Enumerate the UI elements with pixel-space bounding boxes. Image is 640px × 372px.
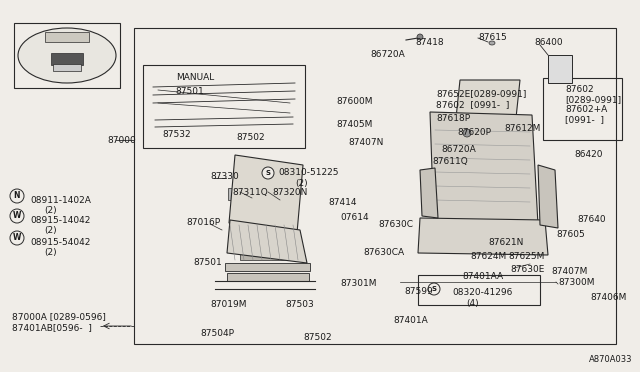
Polygon shape bbox=[430, 112, 538, 228]
Text: 87501: 87501 bbox=[175, 87, 204, 96]
Text: A870A033: A870A033 bbox=[589, 355, 632, 364]
Text: (2): (2) bbox=[44, 226, 56, 235]
Text: 87407M: 87407M bbox=[551, 267, 588, 276]
Circle shape bbox=[428, 283, 440, 295]
Text: 87502: 87502 bbox=[236, 133, 264, 142]
Text: [0289-0991]: [0289-0991] bbox=[565, 95, 621, 104]
Text: 08320-41296: 08320-41296 bbox=[452, 288, 513, 297]
Text: 87532: 87532 bbox=[162, 130, 191, 139]
Text: 87401AA: 87401AA bbox=[462, 272, 503, 281]
Text: 87405M: 87405M bbox=[336, 120, 372, 129]
Text: 87618P: 87618P bbox=[436, 114, 470, 123]
Bar bbox=[240, 237, 290, 260]
Text: S: S bbox=[266, 170, 271, 176]
Text: 87612M: 87612M bbox=[504, 124, 540, 133]
Text: (2): (2) bbox=[295, 179, 308, 188]
Text: 87605: 87605 bbox=[556, 230, 585, 239]
Text: 87418: 87418 bbox=[415, 38, 444, 47]
Bar bbox=[548, 55, 572, 83]
Text: 08911-1402A: 08911-1402A bbox=[30, 196, 91, 205]
Text: 87503: 87503 bbox=[285, 300, 314, 309]
Text: 08915-54042: 08915-54042 bbox=[30, 238, 90, 247]
Circle shape bbox=[10, 231, 24, 245]
Text: (4): (4) bbox=[466, 299, 479, 308]
Text: (2): (2) bbox=[44, 206, 56, 215]
Text: 87504P: 87504P bbox=[200, 329, 234, 338]
Text: 86400: 86400 bbox=[534, 38, 563, 47]
Text: 87599: 87599 bbox=[404, 287, 433, 296]
Bar bbox=[228, 188, 244, 200]
Polygon shape bbox=[538, 165, 558, 228]
Circle shape bbox=[10, 209, 24, 223]
Text: (2): (2) bbox=[44, 248, 56, 257]
Text: 87620P: 87620P bbox=[457, 128, 491, 137]
Text: [0991-  ]: [0991- ] bbox=[565, 115, 604, 124]
Text: 87600M: 87600M bbox=[336, 97, 372, 106]
Polygon shape bbox=[227, 220, 307, 263]
Polygon shape bbox=[229, 155, 303, 233]
Text: N: N bbox=[13, 192, 20, 201]
Bar bbox=[53, 64, 81, 71]
Text: 87652E[0289-0991]: 87652E[0289-0991] bbox=[436, 89, 526, 98]
Ellipse shape bbox=[18, 28, 116, 83]
Text: 87621N: 87621N bbox=[488, 238, 524, 247]
Bar bbox=[227, 273, 309, 281]
Text: 86420: 86420 bbox=[574, 150, 602, 159]
Text: 87501: 87501 bbox=[193, 258, 221, 267]
Text: 07614: 07614 bbox=[340, 213, 369, 222]
Text: 87602  [0991-  ]: 87602 [0991- ] bbox=[436, 100, 509, 109]
Text: 87630E: 87630E bbox=[510, 265, 545, 274]
Text: 87019M: 87019M bbox=[210, 300, 246, 309]
Text: 87311Q: 87311Q bbox=[232, 188, 268, 197]
Bar bbox=[134, 28, 616, 344]
Text: 87401A: 87401A bbox=[393, 316, 428, 325]
Text: S: S bbox=[431, 286, 436, 292]
Text: 87330: 87330 bbox=[210, 172, 239, 181]
Text: 87016P: 87016P bbox=[186, 218, 220, 227]
Bar bbox=[51, 53, 83, 65]
Text: 87502: 87502 bbox=[303, 333, 332, 342]
Text: 87602: 87602 bbox=[565, 85, 594, 94]
Text: 87611Q: 87611Q bbox=[432, 157, 468, 166]
Text: 87615: 87615 bbox=[478, 33, 507, 42]
Text: 87300M: 87300M bbox=[558, 278, 595, 287]
Text: 87401AB[0596-  ]: 87401AB[0596- ] bbox=[12, 323, 92, 332]
Text: 87000A [0289-0596]: 87000A [0289-0596] bbox=[12, 312, 106, 321]
Text: 87602+A: 87602+A bbox=[565, 105, 607, 114]
Text: 87301M: 87301M bbox=[340, 279, 376, 288]
Text: 87624M: 87624M bbox=[470, 252, 506, 261]
Text: 87625M: 87625M bbox=[508, 252, 545, 261]
Text: 87630C: 87630C bbox=[378, 220, 413, 229]
Text: 86720A: 86720A bbox=[441, 145, 476, 154]
Bar bbox=[543, 78, 622, 140]
Bar bbox=[225, 263, 310, 271]
Text: 87000: 87000 bbox=[107, 136, 136, 145]
Bar bbox=[14, 23, 120, 88]
Polygon shape bbox=[420, 168, 438, 218]
Polygon shape bbox=[456, 80, 520, 118]
Bar bbox=[418, 275, 540, 305]
Text: 86720A: 86720A bbox=[370, 50, 404, 59]
Text: 87320N: 87320N bbox=[272, 188, 307, 197]
Text: 08310-51225: 08310-51225 bbox=[278, 168, 339, 177]
Polygon shape bbox=[418, 218, 548, 255]
Text: 87407N: 87407N bbox=[348, 138, 383, 147]
Circle shape bbox=[417, 34, 423, 40]
Text: 87640: 87640 bbox=[577, 215, 605, 224]
Text: 08915-14042: 08915-14042 bbox=[30, 216, 90, 225]
Text: 87414: 87414 bbox=[328, 198, 356, 207]
Bar bbox=[143, 65, 305, 148]
Circle shape bbox=[463, 129, 471, 137]
Circle shape bbox=[10, 189, 24, 203]
Ellipse shape bbox=[489, 41, 495, 45]
Text: W: W bbox=[13, 234, 21, 243]
Text: 87406M: 87406M bbox=[590, 293, 627, 302]
Circle shape bbox=[262, 167, 274, 179]
Text: MANUAL: MANUAL bbox=[176, 73, 214, 82]
Bar bbox=[45, 32, 88, 42]
Text: W: W bbox=[13, 212, 21, 221]
Text: 87630CA: 87630CA bbox=[363, 248, 404, 257]
